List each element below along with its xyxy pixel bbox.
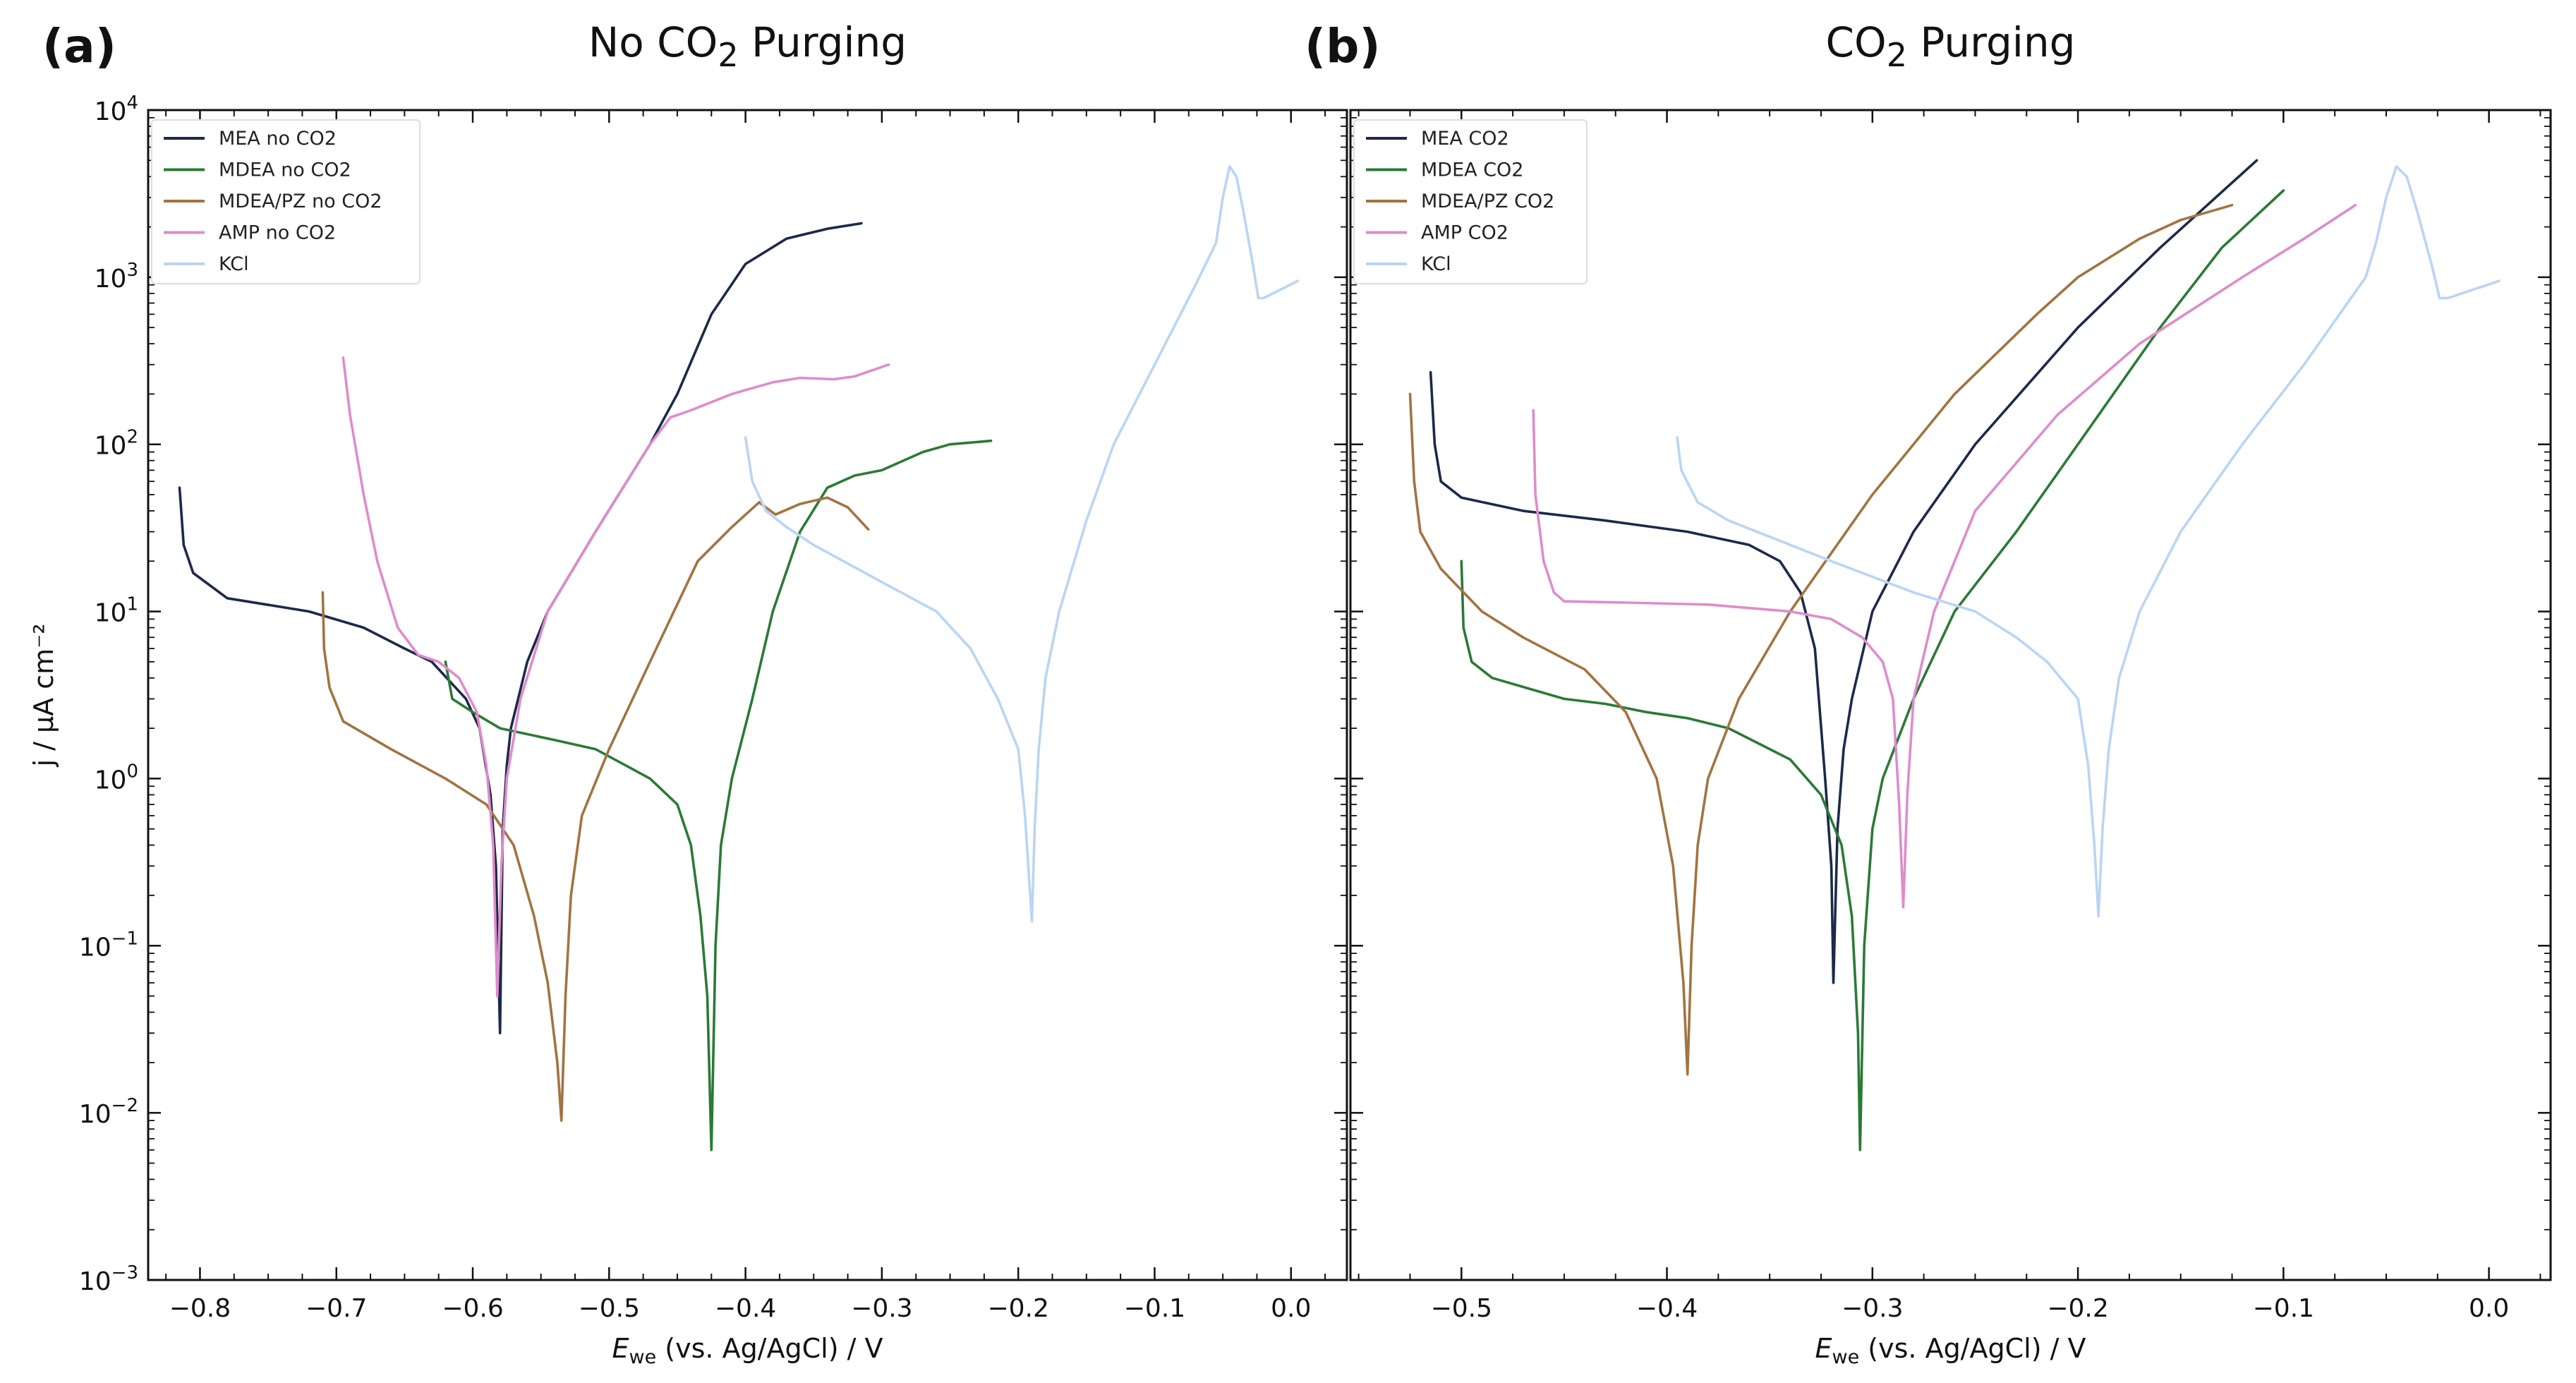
legend-label: MEA no CO2 <box>219 128 337 150</box>
legend-label: AMP no CO2 <box>219 222 336 244</box>
title-text: CO <box>1826 18 1887 66</box>
legend-label: MDEA/PZ CO2 <box>1421 191 1554 212</box>
chart-title: No CO2 Purging <box>588 18 907 74</box>
y-tick-base: 10 <box>79 933 111 962</box>
y-tick-base: 10 <box>79 1100 111 1129</box>
x-label-variable: E <box>612 1333 629 1364</box>
x-tick-label: −0.8 <box>169 1294 231 1323</box>
x-tick-label: −0.7 <box>306 1294 367 1323</box>
y-tick-base: 10 <box>95 766 127 795</box>
x-tick-label: −0.6 <box>442 1294 503 1323</box>
title-text: No CO <box>588 18 718 66</box>
x-label-text: (vs. Ag/AgCl) / V <box>656 1333 883 1364</box>
x-label-text: (vs. Ag/AgCl) / V <box>1859 1333 2086 1364</box>
x-tick-label: −0.4 <box>1636 1294 1698 1323</box>
series-group <box>1408 159 2501 1152</box>
x-label-subscript: we <box>629 1346 657 1368</box>
legend: MEA CO2 MDEA CO2 MDEA/PZ CO2 AMP CO2 KCl <box>1353 119 1588 284</box>
x-tick-label: 0.0 <box>1271 1294 1311 1323</box>
title-subscript: 2 <box>718 36 738 74</box>
y-axis-label: j / µA cm⁻² <box>28 624 59 768</box>
legend: MEA no CO2 MDEA no CO2 MDEA/PZ no CO2 AMP n… <box>151 119 421 284</box>
panel-label: (b) <box>1305 19 1381 73</box>
legend-label: KCl <box>1421 253 1451 275</box>
x-axis-label: Ewe (vs. Ag/AgCl) / V <box>1815 1333 2086 1368</box>
y-tick-label: 104 <box>95 92 138 126</box>
series-line-mdea-pz-no-co2 <box>321 496 870 1122</box>
y-tick-base: 10 <box>79 1267 111 1296</box>
x-tick-label: −0.5 <box>1431 1294 1492 1323</box>
series-line-mdea-no-co2 <box>444 439 993 1152</box>
legend-box <box>151 119 421 284</box>
y-tick-base: 10 <box>95 97 127 126</box>
x-tick-label: −0.1 <box>1124 1294 1185 1323</box>
y-tick-exponent: −3 <box>111 1262 138 1284</box>
series-line-amp-no-co2 <box>341 356 890 998</box>
y-tick-label: 102 <box>95 427 138 461</box>
title-text: Purging <box>1907 18 2076 66</box>
legend-label: MEA CO2 <box>1421 128 1509 150</box>
y-tick-exponent: −2 <box>111 1095 138 1116</box>
plot-frame <box>147 109 1348 1281</box>
legend-label: MDEA/PZ no CO2 <box>219 191 382 212</box>
x-tick-label: −0.2 <box>2047 1294 2108 1323</box>
x-tick-label: −0.4 <box>715 1294 776 1323</box>
series-line-mea-no-co2 <box>178 222 863 1034</box>
y-tick-label: 10−3 <box>79 1262 138 1296</box>
panel-label: (a) <box>42 19 116 73</box>
plot-frame <box>1349 109 2552 1281</box>
series-group <box>178 165 1300 1152</box>
x-tick-label: −0.2 <box>987 1294 1048 1323</box>
y-tick-exponent: 0 <box>126 761 138 782</box>
series-line-kcl <box>744 165 1300 923</box>
y-tick-exponent: 1 <box>126 594 138 615</box>
x-tick-label: −0.1 <box>2253 1294 2314 1323</box>
x-tick-label: −0.3 <box>1842 1294 1903 1323</box>
series-line-mdea-co2 <box>1460 189 2285 1152</box>
y-tick-base: 10 <box>95 432 127 461</box>
chart-title: CO2 Purging <box>1826 18 2076 74</box>
y-tick-label: 101 <box>95 594 138 628</box>
y-tick-exponent: 2 <box>126 427 138 448</box>
title-subscript: 2 <box>1887 36 1907 74</box>
title-text: Purging <box>739 18 907 66</box>
x-label-subscript: we <box>1832 1346 1860 1368</box>
series-line-mdea-pz-co2 <box>1408 203 2234 1076</box>
y-tick-label: 103 <box>95 260 138 294</box>
y-tick-label: 100 <box>95 761 138 795</box>
x-tick-label: 0.0 <box>2469 1294 2509 1323</box>
series-line-kcl <box>1676 165 2501 918</box>
x-tick-label: −0.5 <box>579 1294 640 1323</box>
panel-b: (b) CO2 Purging −0.5 −0.4 −0.3 −0.2 −0.1 0.0 Ewe… <box>1305 18 2552 1368</box>
x-tick-label: −0.3 <box>851 1294 912 1323</box>
y-tick-base: 10 <box>95 265 127 294</box>
series-line-amp-co2 <box>1532 203 2357 909</box>
x-axis-label: Ewe (vs. Ag/AgCl) / V <box>612 1333 883 1368</box>
y-tick-exponent: 3 <box>126 260 138 281</box>
panel-a: (a) No CO2 Purging−0.8 −0.7 −0.6 −0.5 −0.4 −0.… <box>28 18 1348 1368</box>
legend-label: MDEA CO2 <box>1421 159 1523 181</box>
y-tick-exponent: 4 <box>126 92 138 114</box>
y-tick-label: 10−2 <box>79 1095 138 1129</box>
legend-label: AMP CO2 <box>1421 222 1508 244</box>
y-tick-label: 10−1 <box>79 928 138 962</box>
series-line-mea-co2 <box>1429 159 2258 984</box>
x-label-variable: E <box>1815 1333 1832 1364</box>
y-tick-base: 10 <box>95 599 127 628</box>
legend-box <box>1353 119 1588 284</box>
legend-label: KCl <box>219 253 249 275</box>
legend-label: MDEA no CO2 <box>219 159 351 181</box>
y-tick-exponent: −1 <box>111 928 138 949</box>
